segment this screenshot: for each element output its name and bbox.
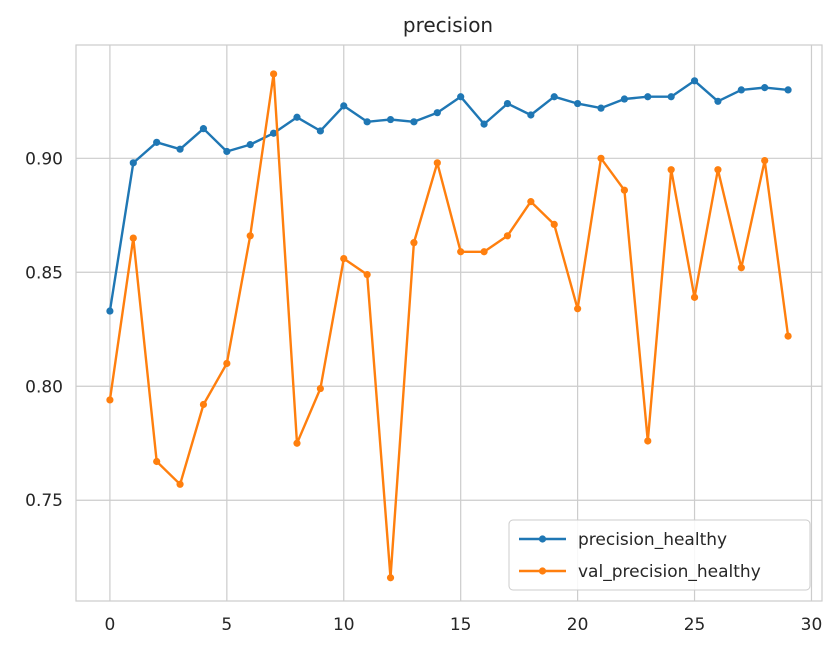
data-point bbox=[340, 102, 348, 110]
data-point bbox=[667, 166, 675, 174]
data-point bbox=[480, 248, 488, 256]
data-point bbox=[176, 480, 184, 488]
data-point bbox=[246, 232, 254, 240]
x-tick-label: 30 bbox=[801, 615, 823, 635]
data-point bbox=[106, 307, 114, 315]
data-point bbox=[386, 115, 395, 124]
data-point bbox=[153, 457, 161, 466]
data-point bbox=[574, 305, 582, 313]
data-point bbox=[620, 95, 628, 103]
data-point bbox=[433, 159, 441, 167]
data-point bbox=[644, 437, 652, 445]
y-tick-label: 0.90 bbox=[25, 149, 63, 169]
data-point bbox=[129, 234, 137, 242]
series-val-precision-healthy bbox=[106, 70, 792, 582]
data-point bbox=[597, 104, 605, 112]
x-tick-label: 25 bbox=[684, 615, 706, 635]
series-group bbox=[106, 70, 792, 582]
series-precision-healthy bbox=[106, 77, 792, 315]
legend-label: val_precision_healthy bbox=[578, 562, 761, 582]
data-point bbox=[316, 384, 324, 393]
data-point bbox=[410, 118, 418, 126]
y-axis: 0.75 0.80 0.85 0.90 bbox=[25, 149, 63, 511]
data-point bbox=[480, 120, 488, 128]
data-point bbox=[761, 84, 769, 92]
data-point bbox=[550, 220, 558, 229]
data-point bbox=[690, 293, 699, 301]
data-point bbox=[316, 127, 324, 135]
data-point bbox=[293, 439, 301, 447]
data-point bbox=[223, 147, 231, 156]
data-point bbox=[714, 97, 722, 105]
data-point bbox=[503, 99, 512, 108]
data-point bbox=[293, 113, 301, 121]
x-tick-label: 10 bbox=[333, 615, 355, 635]
data-point bbox=[176, 145, 184, 153]
legend-label: precision_healthy bbox=[578, 530, 727, 550]
data-point bbox=[667, 93, 675, 101]
data-point bbox=[527, 198, 535, 206]
data-point bbox=[784, 332, 792, 340]
data-point bbox=[246, 141, 254, 149]
data-point bbox=[737, 86, 745, 94]
x-axis: 0 5 10 15 20 25 30 bbox=[104, 615, 822, 635]
data-point bbox=[106, 396, 114, 404]
data-point bbox=[153, 138, 161, 146]
series-line bbox=[108, 72, 790, 579]
data-point bbox=[644, 93, 652, 101]
chart-title: precision bbox=[403, 13, 493, 37]
legend-box bbox=[508, 519, 811, 591]
data-point bbox=[457, 248, 465, 256]
x-tick-label: 20 bbox=[567, 615, 589, 635]
x-tick-label: 0 bbox=[104, 615, 115, 635]
data-point bbox=[386, 574, 395, 582]
y-tick-label: 0.85 bbox=[25, 263, 63, 283]
data-point bbox=[270, 70, 278, 78]
data-point bbox=[363, 270, 371, 279]
data-point bbox=[620, 186, 628, 194]
x-tick-label: 15 bbox=[450, 615, 472, 635]
data-point bbox=[761, 156, 769, 165]
data-point bbox=[737, 264, 745, 272]
grid bbox=[76, 45, 822, 601]
data-point bbox=[550, 93, 558, 101]
data-point bbox=[270, 129, 278, 137]
plot-area bbox=[75, 44, 823, 602]
x-tick-label: 5 bbox=[221, 615, 232, 635]
data-point bbox=[714, 166, 722, 174]
data-point bbox=[199, 400, 208, 409]
data-point bbox=[363, 118, 371, 126]
data-point bbox=[340, 255, 348, 263]
data-point bbox=[223, 359, 231, 368]
data-point bbox=[784, 86, 792, 94]
data-point bbox=[410, 239, 418, 247]
data-point bbox=[690, 77, 699, 85]
data-point bbox=[503, 232, 512, 240]
legend-marker bbox=[538, 535, 547, 543]
y-tick-label: 0.80 bbox=[25, 377, 63, 397]
y-tick-label: 0.75 bbox=[25, 491, 63, 511]
data-point bbox=[433, 109, 441, 117]
legend: precision_healthy val_precision_healthy bbox=[508, 519, 811, 591]
data-point bbox=[527, 111, 535, 119]
legend-marker bbox=[538, 567, 547, 575]
series-line bbox=[108, 79, 789, 312]
data-point bbox=[597, 154, 605, 162]
data-point bbox=[129, 159, 137, 167]
data-point bbox=[574, 99, 582, 108]
data-point bbox=[457, 93, 465, 101]
data-point bbox=[199, 125, 208, 133]
